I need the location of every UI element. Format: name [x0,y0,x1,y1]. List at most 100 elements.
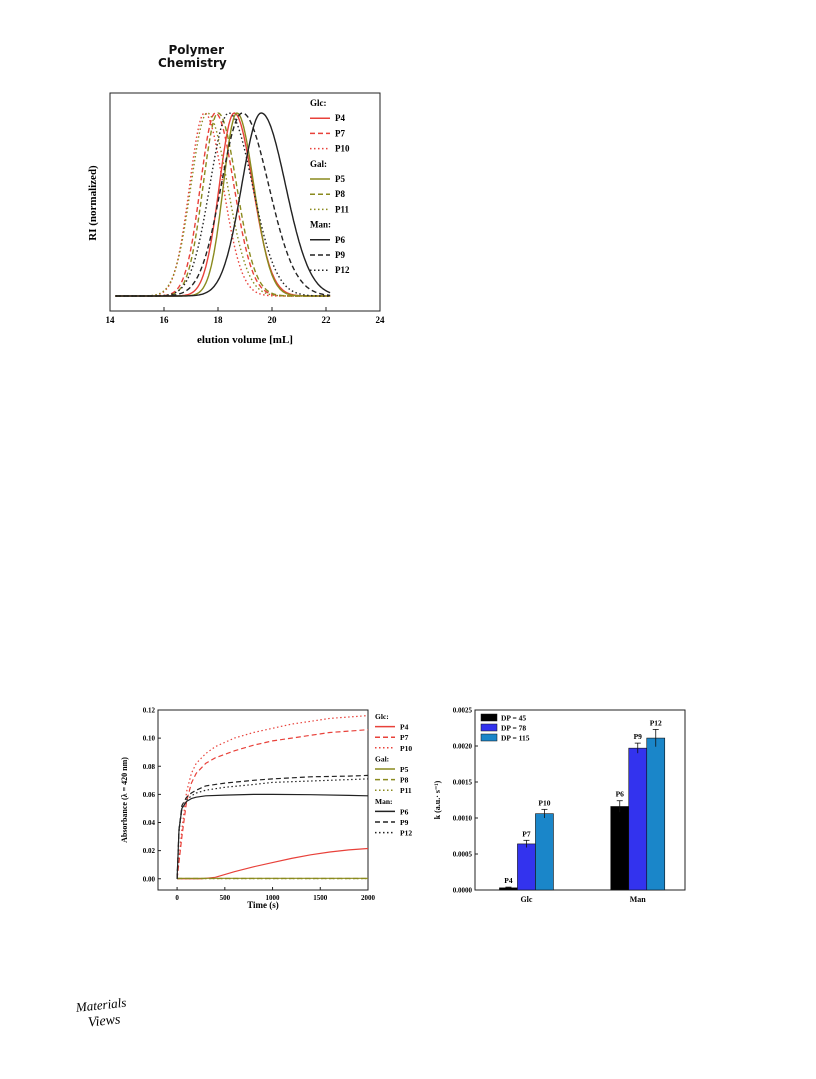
kinetics-series-p4 [177,847,369,880]
gpc-plot-frame [109,92,381,312]
kinetics-chart: 0 500 1000 1500 2000 0.00 0.02 0.04 0.06 0.08 0.1… [120,707,412,911]
rates-y-tick-label: 0.0005 [453,851,473,859]
kinetics-curves [176,715,369,880]
gpc-chart: 14 16 18 20 22 24 RI (normalized) elution vol… [87,92,386,346]
kinetics-legend-label: P7 [400,733,409,742]
kinetics-legend-label: P12 [400,829,412,838]
kinetics-y-tick-label: 0.06 [143,791,156,799]
kinetics-y-tick-label: 0.08 [143,763,156,771]
gpc-x-tick-label: 18 [214,315,224,325]
journal-header: Polymer Chemistry [158,43,227,70]
kinetics-series-p9 [176,774,369,879]
gpc-x-tick-label: 24 [376,315,386,325]
gpc-legend-label: P11 [335,204,350,214]
gpc-x-label: elution volume [mL] [197,334,293,346]
kinetics-legend-label: P6 [400,807,409,816]
gpc-series-p6 [115,112,331,297]
gpc-legend-group: Gal: [310,159,327,169]
rates-x-tick-label: Man [630,895,647,904]
rates-bar-p12 [646,737,666,891]
kinetics-y-tick-label: 0.04 [143,819,156,827]
kinetics-y-tick-label: 0.02 [143,847,156,855]
rates-plot-frame [474,709,686,891]
gpc-legend-label: P8 [335,189,345,199]
gpc-legend: Glc: P4 P7 P10 Gal: P5 P8 P11 Man: P6 P9 P12 [310,98,350,275]
gpc-x-tick-label: 20 [268,315,278,325]
journal-name-line1: Polymer [168,43,224,57]
gpc-legend-label: P7 [335,128,345,138]
rates-bar-label: P12 [650,718,662,727]
gpc-x-tick-label: 22 [322,315,332,325]
rates-bar-label: P7 [522,829,531,838]
rates-x-ticks: Glc Man [520,895,646,904]
kinetics-x-tick-label: 500 [220,894,231,902]
gpc-series-p9 [115,112,331,297]
kinetics-legend-group: Gal: [375,754,389,763]
rates-y-tick-label: 0.0020 [453,743,473,751]
rates-y-tick-label: 0.0010 [453,815,473,823]
kinetics-y-tick-label: 0.12 [143,707,156,715]
gpc-y-label: RI (normalized) [87,165,99,241]
rates-bar-p6 [610,806,630,891]
kinetics-y-tick-label: 0.00 [143,875,156,883]
gpc-x-tick-label: 14 [106,315,116,325]
kinetics-plot-frame [157,709,369,891]
rates-y-label: k (a.u.· s⁻¹) [433,780,442,819]
rates-y-ticks: 0.0000 0.0005 0.0010 0.0015 0.0020 0.0025 [453,707,478,895]
kinetics-legend-label: P4 [400,723,409,732]
rates-bar-label: P9 [634,732,643,741]
kinetics-legend-label: P8 [400,776,409,785]
logo-line2: Views [87,1012,121,1029]
rates-legend-swatch [480,733,498,742]
rates-bar-label: P6 [616,790,625,799]
kinetics-x-tick-label: 0 [175,894,179,902]
gpc-legend-group: Man: [310,220,331,230]
gpc-legend-group: Glc: [310,98,327,108]
kinetics-series-p10 [176,715,369,879]
gpc-legend-label: P6 [335,235,345,245]
kinetics-x-tick-label: 2000 [361,894,376,902]
rates-x-tick-label: Glc [520,895,532,904]
rates-bar-label: P10 [538,798,550,807]
kinetics-y-label: Absorbance (λ = 420 nm) [120,757,129,843]
kinetics-series-p6 [176,793,369,879]
gpc-legend-label: P10 [335,144,350,154]
kinetics-legend-label: P9 [400,818,409,827]
kinetics-x-tick-label: 1000 [266,894,281,902]
rates-y-tick-label: 0.0025 [453,707,473,715]
journal-name-line2: Chemistry [158,56,227,70]
rates-bar-label: P4 [504,876,513,885]
rates-bar-p10 [535,813,554,891]
gpc-series-p10 [115,112,331,297]
gpc-legend-label: P5 [335,174,345,184]
logo-line1: Materials [74,995,127,1015]
kinetics-legend-group: Man: [375,797,393,806]
gpc-x-ticks: 14 16 18 20 22 24 [106,307,386,325]
rates-bars: P4 P6 P7 P9 P10 P12 [499,718,666,891]
kinetics-x-tick-label: 1500 [313,894,328,902]
kinetics-x-ticks: 0 500 1000 1500 2000 [175,887,376,902]
rates-legend-label: DP = 45 [501,714,526,723]
gpc-series-p12 [115,112,331,297]
kinetics-y-ticks: 0.00 0.02 0.04 0.06 0.08 0.10 0.12 [143,707,161,883]
gpc-legend-label: P9 [335,250,345,260]
rates-legend-label: DP = 78 [501,724,526,733]
kinetics-legend-label: P10 [400,744,412,753]
rates-legend-swatch [480,713,498,722]
gpc-series-p11 [115,112,331,297]
rates-legend-label: DP = 115 [501,734,530,743]
rates-bar-p7 [517,843,536,891]
rates-y-tick-label: 0.0000 [453,887,473,895]
materials-views-logo: Materials Views [74,995,127,1029]
gpc-legend-label: P4 [335,113,345,123]
kinetics-legend-label: P5 [400,765,409,774]
kinetics-series-p7 [176,729,369,879]
rates-legend-swatch [480,723,498,732]
rates-y-tick-label: 0.0015 [453,779,473,787]
kinetics-legend-group: Glc: [375,712,389,721]
gpc-x-tick-label: 16 [160,315,170,325]
kinetics-legend-label: P11 [400,786,412,795]
